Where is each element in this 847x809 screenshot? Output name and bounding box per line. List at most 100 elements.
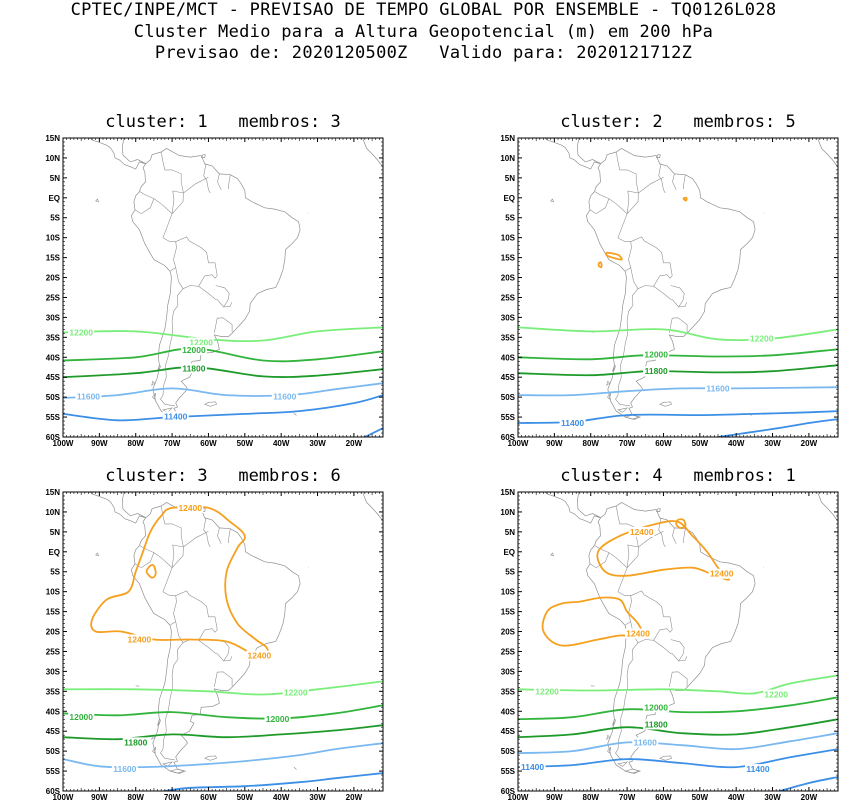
lon-tick-label: 100W [53,793,74,802]
contour-label: 12400 [128,635,152,645]
lat-tick-label: 15N [45,488,60,497]
contour-label-bg [111,764,138,775]
lon-tick-label: 100W [508,793,529,802]
contour-line [518,718,838,739]
lat-tick-label: 15N [500,488,515,497]
lat-tick-label: 30S [501,313,516,322]
lat-tick-label: 25S [501,647,516,656]
contour-line [518,364,838,377]
contour-line [717,418,838,437]
lon-tick-label: 70W [619,439,636,448]
coastline [89,138,383,420]
map-panel: 12400 12400 12400 12200 12200 12000 11800 11600… [500,488,839,802]
contour-label: 11800 [645,719,668,729]
map-area: 12400 12400 12400 12200 12000 12000 11800 11600 [63,492,383,791]
lon-tick-label: 50W [237,439,254,448]
lat-tick-label: 30S [46,313,61,322]
contour-label: 11600 [706,383,729,393]
lat-tick-label: 15S [501,608,516,617]
contour-line [63,704,383,720]
lat-tick-label: 20S [501,274,516,283]
contour-label-bg [264,714,291,725]
contour-label: 12200 [764,690,788,700]
lon-tick-label: 80W [583,793,600,802]
lon-tick-label: 60W [200,793,217,802]
contour-label-bg [126,634,153,645]
contour-label-bg [643,366,670,377]
contour-line [63,366,383,379]
contours [518,196,838,437]
contour-line [518,348,838,361]
lat-tick-label: 10S [501,234,516,243]
contour-line [63,326,383,343]
contour-label: 12200 [189,338,213,348]
contour-line [518,696,838,721]
contour-label-bg [625,628,651,639]
lon-tick-label: 70W [164,439,181,448]
contour-line [518,386,838,397]
contour-label-bg [632,737,659,748]
lon-tick-label: 50W [692,793,709,802]
lon-tick-label: 20W [801,793,818,802]
contour-label: 11600 [273,391,296,401]
lat-tick-label: 30S [501,667,516,676]
map-panel: 12400 12400 12400 12200 12000 12000 11800 11600… [45,488,384,802]
lat-tick-label: 15S [46,608,61,617]
panel-title: cluster: 2 membros: 5 [560,112,796,132]
lon-tick-label: 100W [508,439,529,448]
lat-tick-label: 45S [46,373,61,382]
lon-tick-label: 70W [164,793,181,802]
lat-tick-label: 10N [500,154,515,163]
lon-tick-label: 90W [546,793,563,802]
lon-tick-label: 70W [619,793,636,802]
lat-tick-label: 5S [50,214,60,223]
lon-tick-label: 50W [237,793,254,802]
contour-label: 11600 [77,391,100,401]
lon-tick-label: 80W [128,439,145,448]
header-line-2: Cluster Medio para a Altura Geopotencial… [133,22,714,42]
contour-line [63,347,383,363]
lat-tick-label: EQ [503,548,515,557]
contour-line [363,427,383,437]
contour-label-bg [643,719,670,730]
contour-label-bg [180,345,207,356]
lat-tick-label: 50S [46,747,61,756]
contour-label-bg [162,411,189,422]
contour-line [63,680,383,696]
lat-tick-label: 10N [500,508,515,517]
lon-tick-label: 90W [91,439,108,448]
contour-label: 12200 [69,328,93,338]
contour-label: 12200 [284,688,308,698]
lat-tick-label: 5N [50,174,60,183]
lat-tick-label: 45S [46,727,61,736]
contour-label-bg [271,391,298,402]
lat-tick-label: 20S [46,628,61,637]
contour-label: 12200 [750,334,774,344]
lon-tick-label: 80W [128,793,145,802]
lat-tick-label: 10S [46,234,61,243]
contour-line [90,505,270,657]
contour-line [682,196,688,202]
contour-label: 12000 [266,714,290,724]
contour-label-bg [643,702,670,713]
lat-tick-label: 5S [50,568,60,577]
panel-title: cluster: 1 membros: 3 [105,112,341,132]
contour-label: 11400 [521,762,544,772]
contour-label: 12200 [535,686,559,696]
lon-tick-label: 40W [728,439,745,448]
contour-line [605,251,623,261]
lon-tick-label: 20W [801,439,818,448]
map-area: 12200 12000 11800 11600 11400 [518,138,838,437]
contour-label-bg [705,383,731,394]
lat-tick-label: 10N [45,154,60,163]
lat-tick-label: 55S [46,767,61,776]
lat-tick-label: 40S [501,353,516,362]
lat-tick-label: 5S [505,568,515,577]
lat-tick-label: 35S [46,333,61,342]
lat-tick-label: EQ [48,194,60,203]
contour-label: 11800 [182,363,205,373]
contour-label: 11800 [645,366,668,376]
contours [63,326,383,437]
contour-label-bg [763,689,790,700]
